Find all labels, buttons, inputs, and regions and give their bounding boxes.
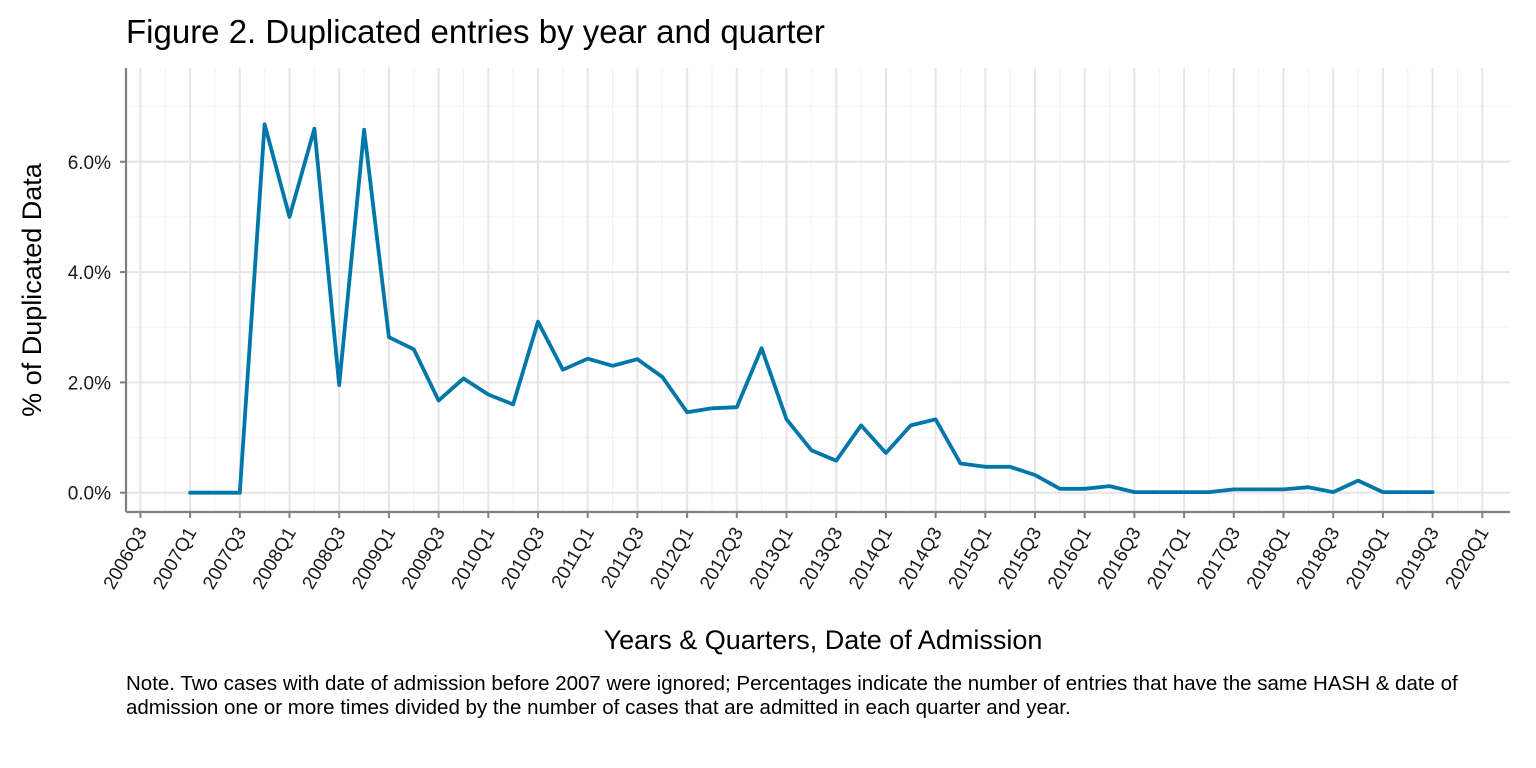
data-point	[536, 320, 540, 324]
data-point	[1331, 490, 1335, 494]
data-point	[511, 403, 515, 406]
data-point	[1157, 490, 1161, 494]
data-point	[1133, 490, 1136, 494]
data-point	[337, 383, 341, 387]
minor-gridlines	[126, 68, 1510, 512]
y-tick-label: 2.0%	[68, 373, 111, 394]
data-point	[685, 410, 689, 414]
data-point	[1307, 485, 1310, 489]
x-tick-label: 2012Q3	[696, 524, 748, 593]
data-point	[959, 462, 962, 465]
data-point	[710, 406, 714, 410]
x-axis-title: Years & Quarters, Date of Admission	[604, 625, 1043, 655]
x-tick-label: 2010Q1	[448, 524, 500, 593]
data-point	[760, 346, 763, 350]
data-point	[238, 491, 242, 495]
x-tick-label: 2018Q3	[1293, 524, 1345, 593]
data-point	[636, 357, 639, 361]
data-point	[834, 459, 838, 463]
x-tick-label: 2019Q3	[1392, 524, 1444, 593]
data-point	[362, 128, 366, 132]
x-tick-label: 2019Q1	[1342, 524, 1394, 593]
data-point	[660, 375, 664, 379]
y-axis-title: % of Duplicated Data	[17, 162, 47, 417]
data-point	[611, 364, 614, 368]
figure-note: Note. Two cases with date of admission b…	[126, 672, 1458, 719]
x-tick-label: 2017Q3	[1193, 524, 1245, 593]
data-point	[785, 417, 788, 421]
x-tick-label: 2014Q1	[845, 524, 897, 593]
data-point	[884, 451, 888, 455]
data-point	[288, 215, 291, 219]
x-tick-label: 2013Q3	[796, 524, 848, 593]
y-tick-label: 4.0%	[68, 263, 111, 284]
x-tick-label: 2016Q3	[1094, 524, 1146, 593]
y-tick-label: 6.0%	[68, 153, 111, 174]
x-tick-label: 2007Q1	[149, 524, 201, 593]
data-point	[1406, 490, 1410, 494]
data-point	[1431, 490, 1434, 494]
x-tick-label: 2007Q3	[199, 524, 251, 593]
data-point	[983, 465, 987, 469]
y-tick-label: 0.0%	[68, 484, 111, 505]
data-point	[909, 424, 913, 427]
x-tick-label: 2015Q1	[945, 524, 997, 593]
data-point	[934, 417, 937, 421]
x-tick-label: 2017Q1	[1143, 524, 1195, 593]
data-point	[1282, 488, 1285, 491]
data-point	[859, 424, 863, 427]
x-tick-label: 2013Q1	[746, 524, 798, 593]
data-point	[1058, 487, 1062, 491]
data-point	[1008, 465, 1012, 469]
x-tick-label: 2020Q1	[1442, 524, 1494, 593]
y-axis-ticks: 0.0% 2.0% 4.0% 6.0%	[68, 153, 126, 505]
x-tick-label: 2009Q1	[348, 524, 400, 593]
x-tick-label: 2008Q3	[299, 524, 351, 593]
data-point	[1083, 487, 1087, 491]
data-point	[213, 491, 217, 495]
data-point	[462, 377, 465, 380]
x-axis-ticks: 2006Q32007Q12007Q32008Q12008Q32009Q12009…	[100, 512, 1494, 593]
data-point	[1207, 490, 1211, 494]
x-tick-label: 2011Q1	[548, 524, 599, 592]
x-tick-label: 2010Q3	[497, 524, 549, 593]
data-point	[1257, 488, 1261, 491]
data-point	[387, 335, 391, 339]
data-point	[1356, 479, 1360, 482]
data-point	[486, 393, 490, 396]
data-point	[313, 127, 316, 131]
data-point	[561, 368, 565, 372]
x-tick-label: 2006Q3	[100, 524, 152, 593]
x-tick-label: 2012Q1	[646, 524, 698, 593]
x-tick-label: 2014Q3	[895, 524, 947, 593]
series-duplicated-data	[188, 122, 1435, 495]
data-point	[1033, 473, 1037, 477]
data-point	[1232, 488, 1236, 491]
data-point	[735, 405, 739, 409]
x-tick-label: 2009Q3	[398, 524, 450, 593]
chart-title: Figure 2. Duplicated entries by year and…	[126, 13, 825, 50]
x-tick-label: 2011Q3	[597, 524, 648, 592]
data-point	[586, 357, 590, 361]
x-tick-label: 2008Q1	[249, 524, 301, 593]
data-point	[188, 491, 192, 495]
x-tick-label: 2016Q1	[1044, 524, 1096, 593]
x-tick-label: 2018Q1	[1243, 524, 1295, 593]
data-point	[263, 122, 266, 126]
data-point	[437, 399, 440, 402]
data-point	[412, 347, 416, 351]
major-gridlines	[126, 68, 1510, 512]
x-tick-label: 2015Q3	[994, 524, 1046, 593]
line-chart: Figure 2. Duplicated entries by year and…	[17, 13, 1510, 655]
data-point	[1381, 490, 1385, 494]
data-point	[810, 448, 813, 452]
data-point	[1108, 484, 1111, 488]
data-point	[1182, 490, 1186, 494]
